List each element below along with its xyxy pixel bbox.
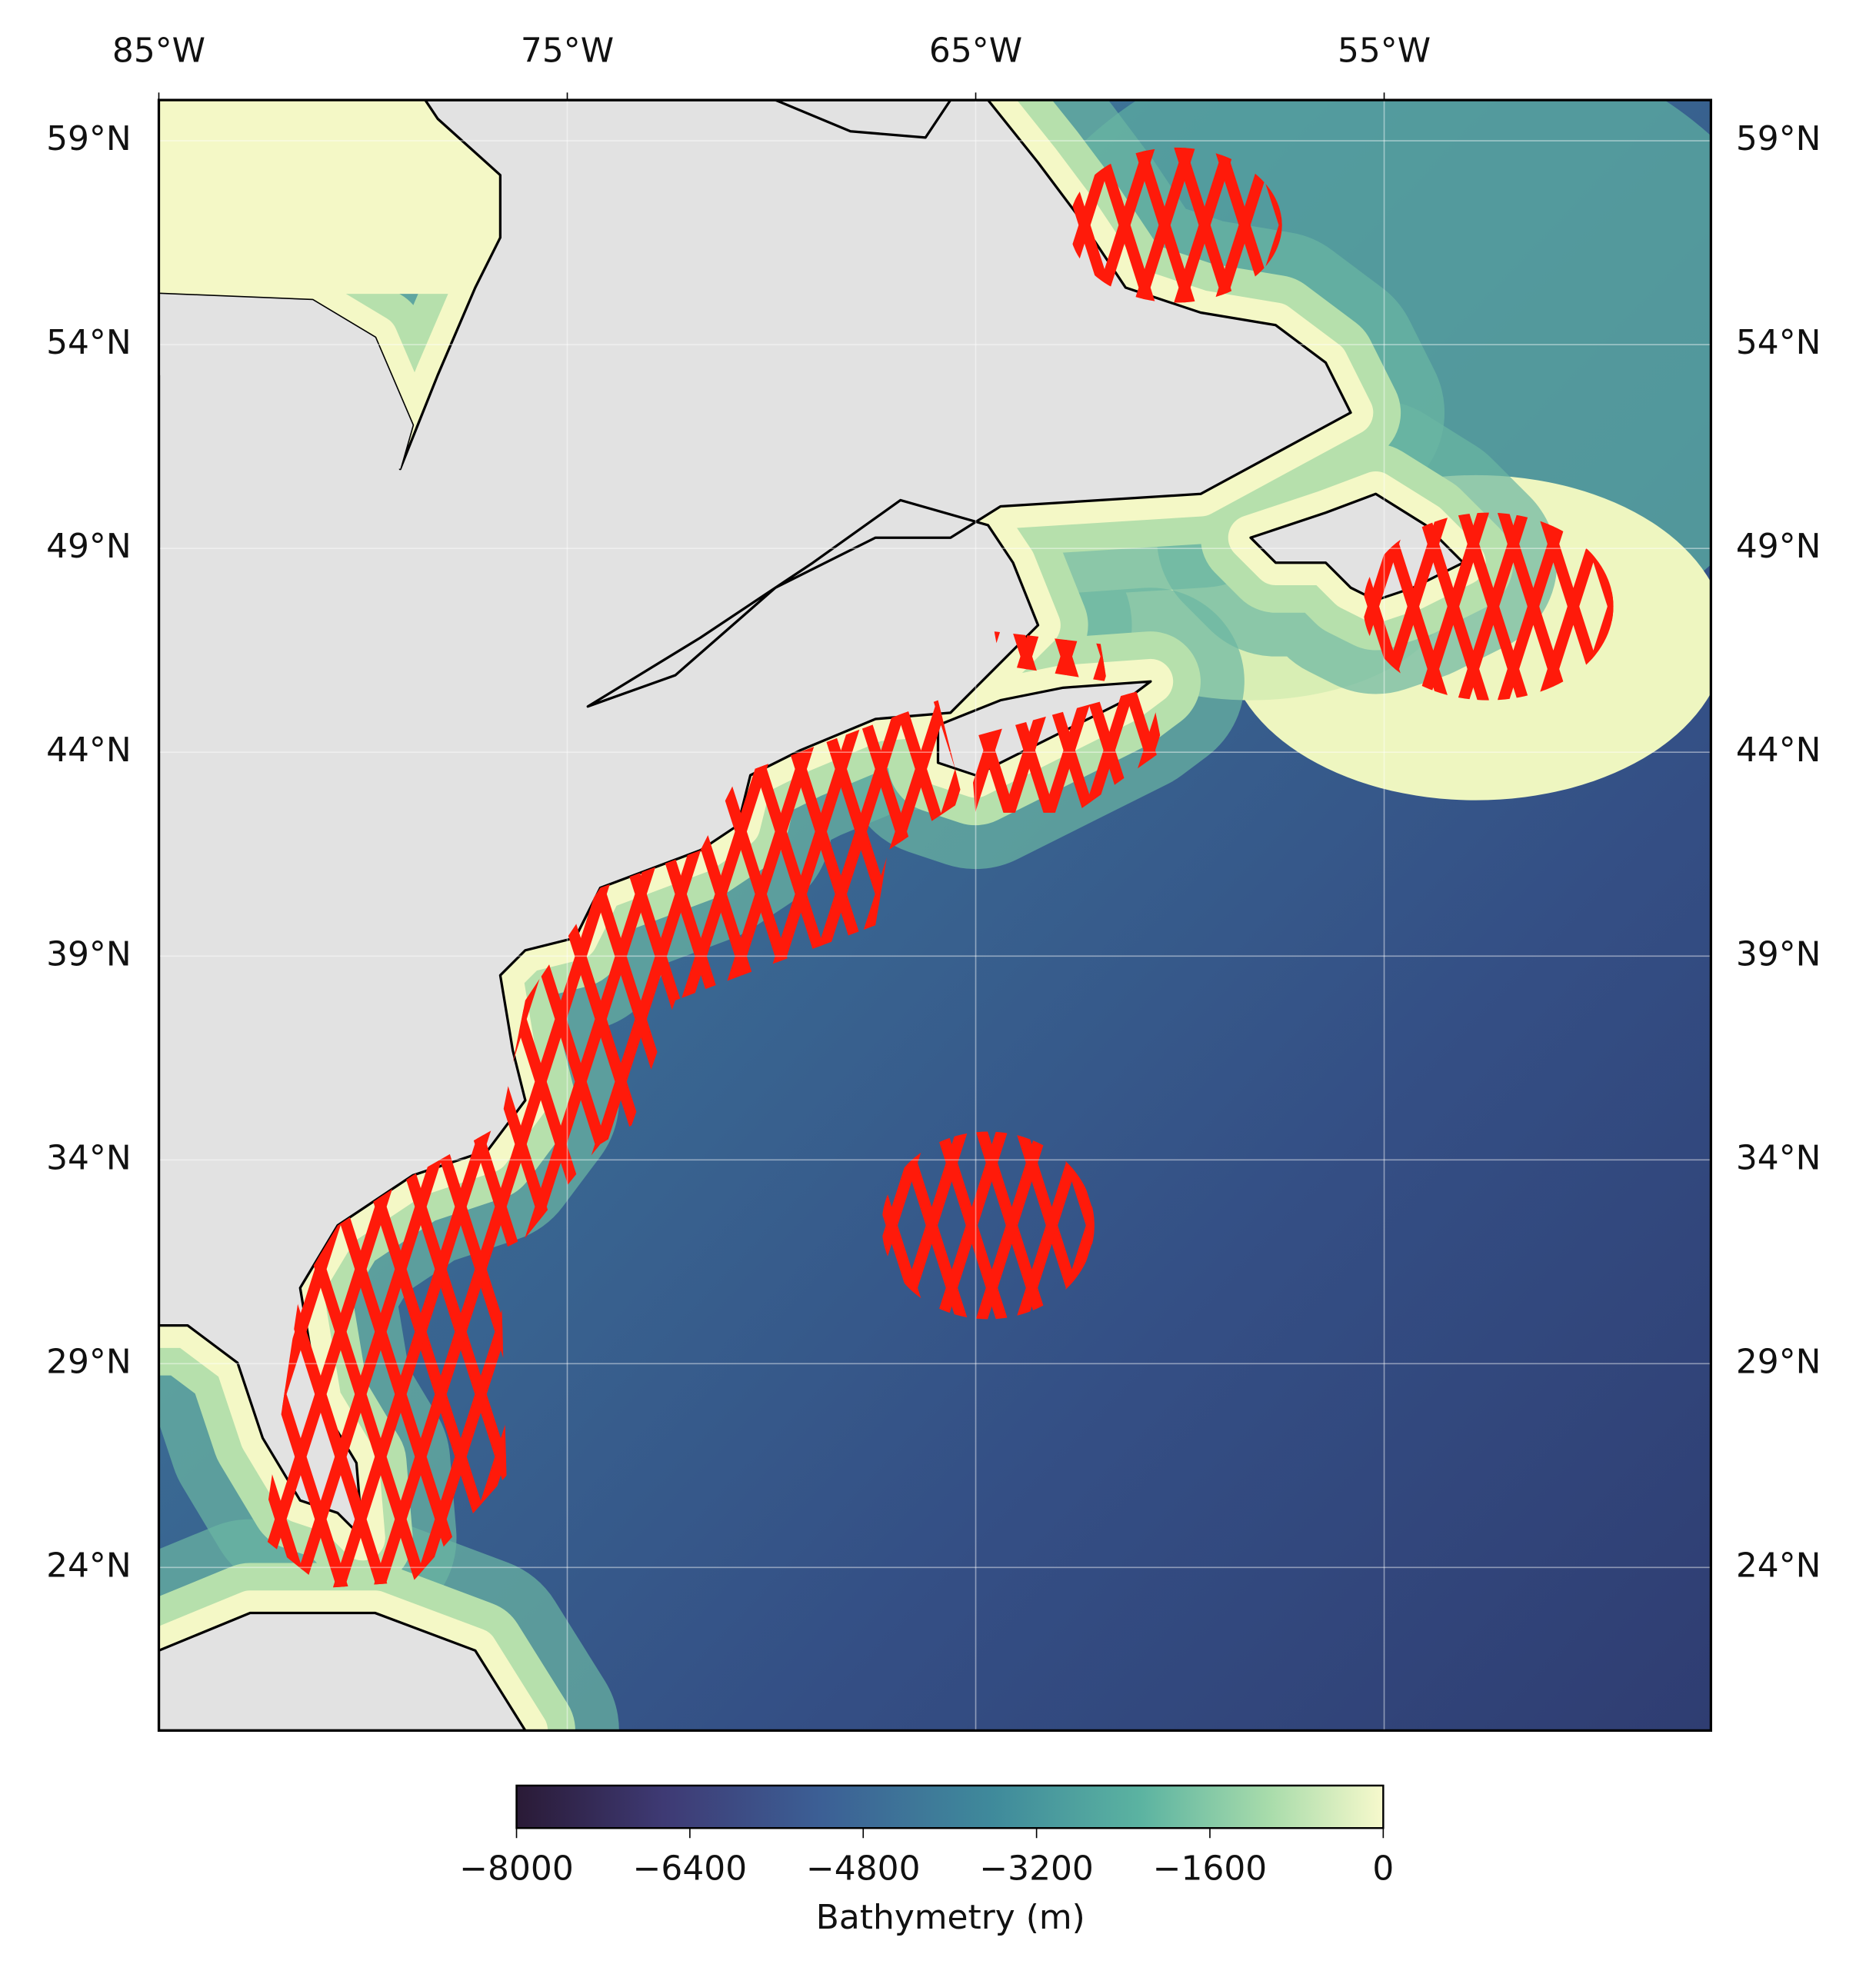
track: [1134, 147, 1195, 303]
colorbar-tick-label: −1600: [1153, 1849, 1267, 1889]
y-tick-label: 59°N: [46, 119, 132, 158]
track: [1069, 147, 1115, 303]
x-tick-label: 55°W: [1338, 31, 1431, 70]
axis-labels: 85°W 75°W 65°W 55°W 59°N 59°N 54°N 54°N 49°N 49°N…: [46, 31, 1821, 1888]
y-tick-label: 54°N: [46, 323, 132, 362]
colorbar-tick-label: −3200: [979, 1849, 1093, 1889]
colorbar: [515, 1784, 1385, 1829]
track: [1094, 147, 1155, 303]
colorbar-label: Bathymetry (m): [816, 1898, 1085, 1937]
track: [1083, 687, 1135, 813]
y-tick-label: 54°N: [1736, 323, 1821, 362]
y-tick-label: 29°N: [1736, 1342, 1821, 1381]
track: [262, 700, 388, 1589]
x-tick-label: 65°W: [929, 31, 1022, 70]
x-tick-label: 85°W: [112, 31, 205, 70]
y-tick-label: 49°N: [46, 527, 132, 566]
track: [1043, 687, 1095, 813]
y-tick-label: 59°N: [1736, 119, 1821, 158]
y-tick-label: 34°N: [46, 1138, 132, 1177]
x-tick-label: 75°W: [521, 31, 614, 70]
colorbar-tick-label: 0: [1372, 1849, 1394, 1889]
colorbar-tick-label: −8000: [459, 1849, 573, 1889]
frame: [157, 98, 1712, 1733]
y-tick-label: 24°N: [46, 1546, 132, 1585]
y-tick-label: 29°N: [46, 1342, 132, 1381]
track: [1174, 147, 1235, 303]
land: [158, 294, 413, 469]
land: [774, 100, 952, 139]
colorbar-tick-label: −4800: [806, 1849, 920, 1889]
track: [262, 700, 348, 1589]
y-tick-label: 24°N: [1736, 1546, 1821, 1585]
land: [1249, 492, 1465, 602]
hudson-bay: [158, 100, 501, 295]
land: [158, 1611, 527, 1731]
y-tick-label: 39°N: [1736, 934, 1821, 974]
y-tick-label: 44°N: [46, 731, 132, 770]
y-tick-label: 44°N: [1736, 731, 1821, 770]
map-body: [158, 100, 1711, 1731]
y-tick-label: 49°N: [1736, 527, 1821, 566]
y-tick-label: 34°N: [1736, 1138, 1821, 1177]
grid: [158, 100, 1711, 1731]
y-tick-label: 39°N: [46, 934, 132, 974]
colorbar-tick-label: −6400: [633, 1849, 747, 1889]
